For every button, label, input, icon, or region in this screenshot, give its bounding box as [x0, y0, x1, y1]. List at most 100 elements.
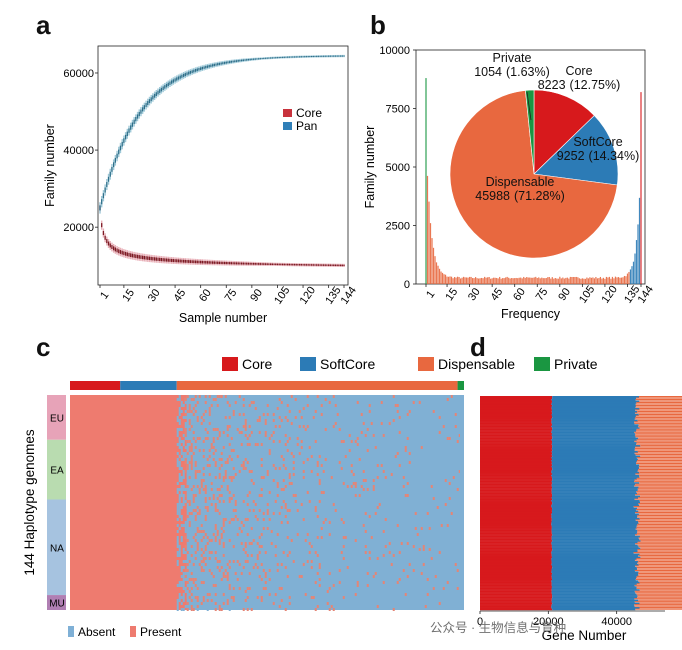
- heatmap-present-cell: [364, 545, 367, 548]
- heatmap-present-cell: [188, 521, 191, 524]
- heatmap-absent-cell: [242, 476, 245, 479]
- bar-segment-core: [480, 529, 552, 532]
- gene-bar-row: [480, 486, 682, 489]
- heatmap-present-cell: [238, 527, 241, 530]
- gene-bar-row: [480, 437, 682, 440]
- heatmap-present-cell: [234, 401, 237, 404]
- heatmap-absent-cell: [178, 446, 181, 449]
- heatmap-absent-cell: [204, 422, 207, 425]
- heatmap-absent-cell: [200, 500, 203, 503]
- gene-bar-row: [480, 607, 682, 609]
- bar-segment-core: [480, 482, 553, 484]
- frequency-bar-43: [488, 277, 490, 284]
- bar-segment-core: [480, 531, 552, 533]
- bar-segment-dispensable: [638, 510, 682, 512]
- heatmap-present-cell: [320, 413, 323, 416]
- heatmap-absent-cell: [186, 407, 189, 410]
- heatmap-absent-cell: [192, 395, 195, 398]
- gene-bar-row: [480, 543, 682, 545]
- bar-segment-dispensable: [636, 443, 682, 445]
- heatmap-present-cell: [452, 476, 455, 479]
- heatmap-absent-cell: [220, 545, 223, 548]
- heatmap-present-cell: [190, 512, 193, 515]
- heatmap-present-cell: [244, 560, 247, 563]
- heatmap-present-cell: [374, 446, 377, 449]
- heatmap-absent-cell: [228, 419, 231, 422]
- gene-bar-row: [480, 505, 682, 508]
- heatmap-present-cell: [188, 422, 191, 425]
- heatmap-present-cell: [214, 584, 217, 587]
- heatmap-present-cell: [234, 473, 237, 476]
- heatmap-absent-cell: [232, 536, 235, 539]
- heatmap-absent-cell: [214, 467, 217, 470]
- heatmap-present-cell: [190, 449, 193, 452]
- bar-segment-softcore: [551, 488, 638, 490]
- x-tick-label-d: 20000: [533, 616, 564, 628]
- heatmap-present-cell: [218, 488, 221, 491]
- gene-bar-row: [480, 540, 682, 542]
- gene-bar-row: [480, 422, 682, 425]
- bar-segment-softcore: [552, 445, 641, 447]
- heatmap-present-cell: [334, 404, 337, 407]
- heatmap-absent-cell: [188, 569, 191, 572]
- heatmap-present-cell: [282, 500, 285, 503]
- heatmap-present-cell: [198, 395, 201, 398]
- frequency-bar-114: [595, 276, 597, 284]
- heatmap-present-cell: [202, 536, 205, 539]
- bar-segment-dispensable: [639, 517, 682, 520]
- bar-segment-softcore: [551, 425, 639, 428]
- bar-segment-dispensable: [639, 538, 682, 540]
- bar-segment-softcore: [552, 416, 636, 419]
- heatmap-present-cell: [438, 551, 441, 554]
- x-tick-label-a: 60: [197, 287, 214, 304]
- heatmap-absent-cell: [204, 587, 207, 590]
- frequency-bar-100: [574, 276, 576, 284]
- heatmap-present-cell: [368, 404, 371, 407]
- heatmap-present-cell: [318, 563, 321, 566]
- bar-segment-softcore: [552, 494, 636, 496]
- heatmap-present-cell: [450, 512, 453, 515]
- heatmap-present-cell: [208, 473, 211, 476]
- heatmap-absent-cell: [182, 494, 185, 497]
- bar-segment-softcore: [551, 459, 638, 462]
- x-tick-label-b: 75: [534, 286, 551, 303]
- heatmap-absent-cell: [252, 602, 255, 605]
- heatmap-present-cell: [444, 479, 447, 482]
- heatmap-present-cell: [260, 599, 263, 602]
- heatmap-absent-cell: [200, 437, 203, 440]
- heatmap-absent-cell: [192, 599, 195, 602]
- heatmap-present-cell: [272, 512, 275, 515]
- bar-segment-core: [480, 398, 552, 401]
- bar-segment-softcore: [551, 562, 638, 565]
- heatmap-present-cell: [266, 404, 269, 407]
- bar-segment-core: [480, 500, 552, 502]
- heatmap-present-cell: [264, 581, 267, 584]
- heatmap-present-cell: [376, 476, 379, 479]
- gene-bar-row: [480, 592, 682, 594]
- heatmap-absent-cell: [176, 434, 179, 437]
- bar-segment-softcore: [551, 431, 635, 434]
- heatmap-present-cell: [204, 410, 207, 413]
- heatmap-absent-cell: [232, 425, 235, 428]
- heatmap-absent-cell: [218, 416, 221, 419]
- gene-bar-row: [480, 424, 682, 426]
- frequency-bar-84: [550, 278, 552, 284]
- heatmap-present-cell: [244, 425, 247, 428]
- heatmap-present-cell: [204, 485, 207, 488]
- heatmap-absent-cell: [202, 572, 205, 575]
- group-band-ea: [47, 439, 66, 500]
- heatmap-present-cell: [208, 413, 211, 416]
- heatmap-absent-cell: [188, 482, 191, 485]
- frequency-bar-109: [587, 278, 589, 284]
- heatmap-absent-cell: [180, 467, 183, 470]
- frequency-bar-140: [634, 253, 636, 284]
- heatmap-present-cell: [418, 401, 421, 404]
- legend-swatch-core: [283, 109, 292, 117]
- heatmap-absent-cell: [244, 548, 247, 551]
- heatmap-absent-cell: [186, 530, 189, 533]
- heatmap-present-cell: [186, 569, 189, 572]
- heatmap-present-cell: [392, 608, 395, 611]
- heatmap-absent-cell: [180, 584, 183, 587]
- heatmap-present-cell: [346, 485, 349, 488]
- heatmap-absent-cell: [250, 503, 253, 506]
